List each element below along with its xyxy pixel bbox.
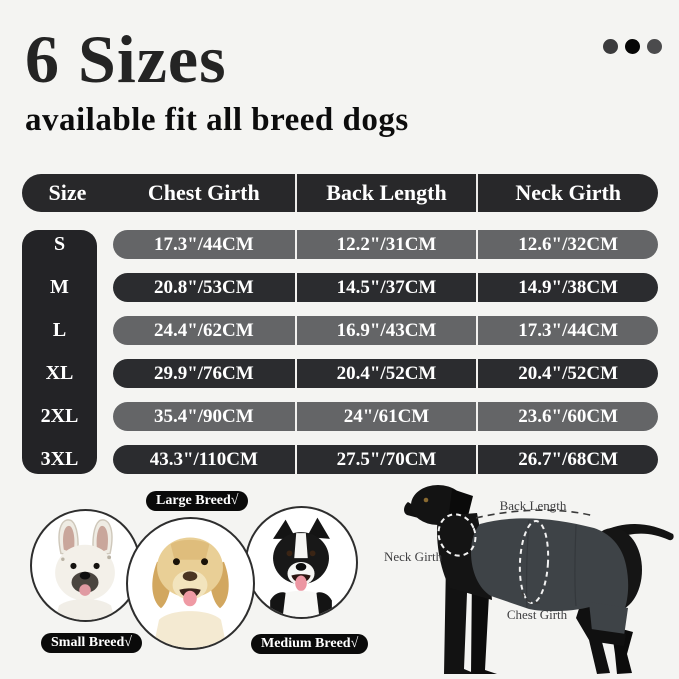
- table-row: S 17.3"/44CM 12.2"/31CM 12.6"/32CM: [22, 230, 658, 259]
- page-subtitle: available fit all breed dogs: [25, 102, 409, 138]
- measurements-bar: 35.4"/90CM 24"/61CM 23.6"/60CM: [113, 402, 658, 431]
- header: 6 Sizes available fit all breed dogs: [25, 22, 409, 138]
- back-length-value: 27.5"/70CM: [294, 445, 477, 474]
- table-row: 2XL 35.4"/90CM 24"/61CM 23.6"/60CM: [22, 402, 658, 431]
- measurements-bar: 29.9"/76CM 20.4"/52CM 20.4"/52CM: [113, 359, 658, 388]
- back-length-value: 24"/61CM: [294, 402, 477, 431]
- size-table: Size Chest Girth Back Length Neck Girth …: [22, 174, 658, 474]
- measurements-bar: 17.3"/44CM 12.2"/31CM 12.6"/32CM: [113, 230, 658, 259]
- back-length-annotation: Back Length: [500, 498, 567, 513]
- chest-girth-value: 35.4"/90CM: [153, 405, 254, 427]
- dot-icon: [625, 39, 640, 54]
- size-cell: L: [52, 319, 67, 341]
- small-breed-label: Small Breed√: [41, 633, 142, 653]
- table-row: 3XL 43.3"/110CM 27.5"/70CM 26.7"/68CM: [22, 445, 658, 474]
- neck-girth-value: 14.9"/38CM: [476, 273, 658, 302]
- back-length-value: 16.9"/43CM: [294, 316, 477, 345]
- chest-girth-value: 24.4"/62CM: [153, 319, 254, 341]
- dot-icon: [603, 39, 618, 54]
- table-body: S 17.3"/44CM 12.2"/31CM 12.6"/32CM M 20.…: [22, 230, 658, 474]
- column-header-chest-girth: Chest Girth: [147, 180, 260, 205]
- large-breed-photo: [126, 517, 255, 650]
- small-breed-photo: [30, 509, 141, 622]
- neck-girth-value: 20.4"/52CM: [476, 359, 658, 388]
- size-cell: S: [53, 233, 66, 255]
- dog-in-recovery-suit-illustration: Back Length Neck Girth Chest Girth: [384, 485, 674, 674]
- neck-girth-value: 26.7"/68CM: [476, 445, 658, 474]
- medium-breed-photo: [245, 506, 358, 619]
- table-row: M 20.8"/53CM 14.5"/37CM 14.9"/38CM: [22, 273, 658, 302]
- back-length-value: 20.4"/52CM: [294, 359, 477, 388]
- size-cell: 3XL: [40, 448, 79, 470]
- measurements-bar: 43.3"/110CM 27.5"/70CM 26.7"/68CM: [113, 445, 658, 474]
- table-row: XL 29.9"/76CM 20.4"/52CM 20.4"/52CM: [22, 359, 658, 388]
- chest-girth-value: 43.3"/110CM: [149, 448, 258, 470]
- column-header-size: Size: [48, 180, 87, 205]
- neck-girth-annotation: Neck Girth: [384, 549, 443, 564]
- measurement-diagram: Back Length Neck Girth Chest Girth: [380, 478, 679, 679]
- back-length-value: 12.2"/31CM: [294, 230, 477, 259]
- border-collie-illustration: [270, 517, 332, 617]
- size-cell: XL: [45, 362, 74, 384]
- table-row: L 24.4"/62CM 16.9"/43CM 17.3"/44CM: [22, 316, 658, 345]
- large-breed-label: Large Breed√: [146, 491, 249, 511]
- back-length-value: 14.5"/37CM: [294, 273, 477, 302]
- size-column-background: [22, 230, 97, 474]
- size-cell: M: [50, 276, 69, 298]
- column-header-back-length: Back Length: [294, 174, 477, 212]
- page-title: 6 Sizes: [25, 21, 227, 97]
- size-cell: 2XL: [40, 405, 79, 427]
- chest-girth-value: 29.9"/76CM: [153, 362, 254, 384]
- table-header-row: Size Chest Girth Back Length Neck Girth: [22, 174, 658, 212]
- labrador-illustration: [152, 537, 229, 648]
- chest-girth-value: 20.8"/53CM: [153, 276, 254, 298]
- french-bulldog-illustration: [55, 519, 115, 620]
- neck-girth-value: 17.3"/44CM: [476, 316, 658, 345]
- column-header-neck-girth: Neck Girth: [476, 174, 658, 212]
- measurements-bar: 24.4"/62CM 16.9"/43CM 17.3"/44CM: [113, 316, 658, 345]
- medium-breed-label: Medium Breed√: [251, 634, 369, 654]
- chest-girth-value: 17.3"/44CM: [153, 233, 254, 255]
- dot-icon: [647, 39, 662, 54]
- neck-girth-value: 12.6"/32CM: [476, 230, 658, 259]
- measurements-bar: 20.8"/53CM 14.5"/37CM 14.9"/38CM: [113, 273, 658, 302]
- ellipsis-icon: [603, 39, 662, 54]
- neck-girth-value: 23.6"/60CM: [476, 402, 658, 431]
- chest-girth-annotation: Chest Girth: [507, 607, 568, 622]
